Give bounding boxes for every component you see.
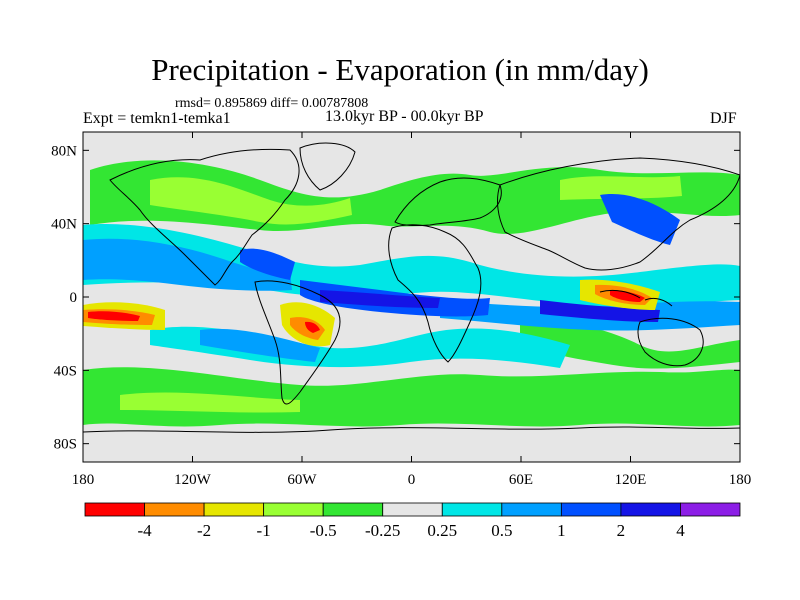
colorbar-label: -4 bbox=[137, 521, 152, 540]
colorbar: -4 -2 -1 -0.5 -0.25 0.25 0.5 1 2 4 bbox=[84, 502, 741, 540]
coastlines bbox=[83, 142, 740, 433]
lon-tick-label: 120W bbox=[174, 472, 212, 488]
lat-tick-label: 40N bbox=[51, 217, 77, 233]
colorbar-swatch bbox=[144, 502, 205, 517]
lon-axis: 180 120W 60W 0 60E 120E 180 bbox=[72, 132, 752, 488]
colorbar-swatch bbox=[263, 502, 324, 517]
lat-tick-label: 0 bbox=[70, 290, 78, 306]
colorbar-label: 2 bbox=[617, 521, 626, 540]
coast-north-america bbox=[109, 148, 300, 286]
colorbar-swatch bbox=[322, 502, 384, 517]
coast-antarctica bbox=[83, 426, 740, 433]
season-label: DJF bbox=[710, 110, 737, 127]
lat-tick-label: 40S bbox=[54, 363, 77, 379]
colorbar-label: 0.25 bbox=[427, 521, 457, 540]
coast-australia bbox=[637, 317, 704, 367]
colorbar-label: -1 bbox=[257, 521, 271, 540]
colorbar-swatch bbox=[441, 502, 503, 517]
colorbar-label: 0.5 bbox=[491, 521, 512, 540]
plot-title: Precipitation - Evaporation (in mm/day) bbox=[151, 52, 649, 87]
experiment-label: Expt = temkn1-temka1 bbox=[83, 110, 231, 127]
lon-tick-label: 0 bbox=[408, 472, 416, 488]
colorbar-label: -0.25 bbox=[365, 521, 400, 540]
colorbar-swatch bbox=[203, 502, 265, 517]
lat-axis: 80N 40N 0 40S 80S bbox=[51, 143, 740, 453]
darkblue-regions bbox=[320, 290, 660, 322]
lat-tick-label: 80N bbox=[51, 143, 77, 159]
lat-tick-label: 80S bbox=[54, 437, 77, 453]
colorbar-swatch bbox=[560, 502, 622, 517]
colorbar-swatch bbox=[501, 502, 562, 517]
coast-greenland bbox=[299, 142, 356, 191]
red-regions bbox=[88, 290, 645, 333]
stats-text: rmsd= 0.895869 diff= 0.00787808 bbox=[175, 96, 369, 111]
lon-tick-label: 60E bbox=[509, 472, 533, 488]
lon-tick-label: 180 bbox=[729, 472, 752, 488]
coast-asia bbox=[497, 157, 740, 271]
colorbar-swatch bbox=[84, 502, 145, 517]
colorbar-label: -2 bbox=[197, 521, 211, 540]
colorbar-label: 4 bbox=[676, 521, 685, 540]
colorbar-swatch bbox=[680, 502, 741, 517]
lon-tick-label: 180 bbox=[72, 472, 95, 488]
lon-tick-label: 60W bbox=[287, 472, 317, 488]
lon-tick-label: 120E bbox=[615, 472, 647, 488]
colorbar-swatch bbox=[620, 502, 681, 517]
period-label: 13.0kyr BP - 00.0kyr BP bbox=[325, 108, 484, 125]
colorbar-label: -0.5 bbox=[310, 521, 337, 540]
colorbar-swatch bbox=[382, 502, 443, 517]
coast-africa bbox=[388, 224, 482, 363]
coast-south-america bbox=[254, 280, 341, 405]
lightgreen-regions bbox=[120, 176, 682, 413]
coast-indonesia bbox=[599, 289, 641, 299]
colorbar-label: 1 bbox=[557, 521, 566, 540]
lightblue-regions bbox=[83, 238, 740, 362]
coast-indonesia-2 bbox=[644, 297, 673, 307]
